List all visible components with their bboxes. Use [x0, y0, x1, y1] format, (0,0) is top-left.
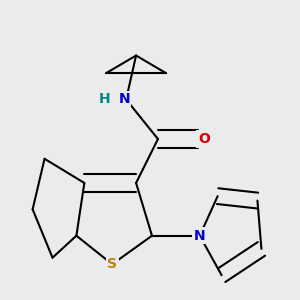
Text: S: S: [107, 257, 117, 271]
Text: H: H: [98, 92, 110, 106]
Text: N: N: [194, 229, 206, 243]
Text: N: N: [118, 92, 130, 106]
Text: O: O: [198, 132, 210, 146]
